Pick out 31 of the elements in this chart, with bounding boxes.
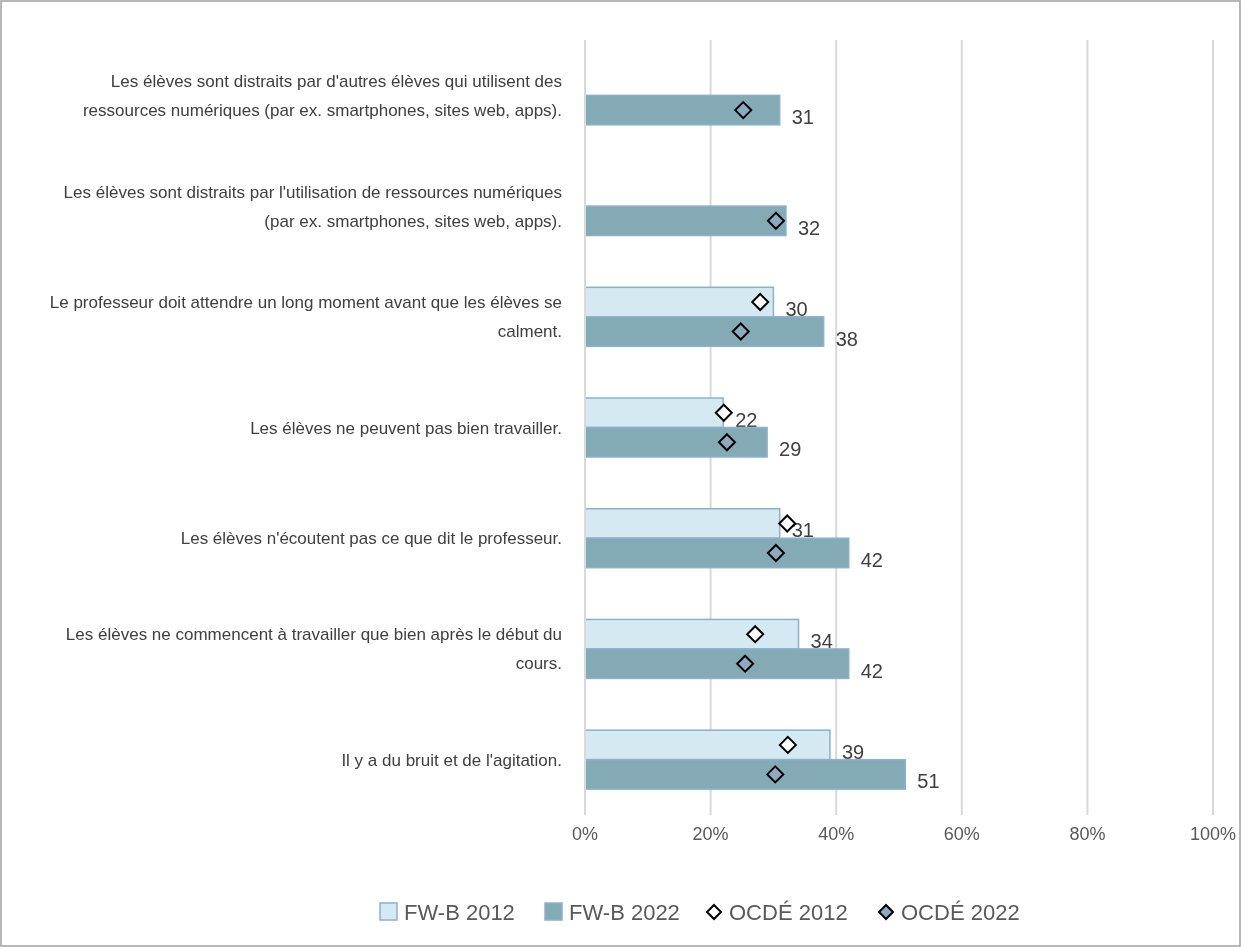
data-label: 29 (779, 438, 802, 461)
data-label: 31 (791, 106, 814, 129)
data-label: 32 (797, 216, 821, 239)
data-label: 31 (791, 519, 814, 542)
legend-label: FW-B 2012 (404, 900, 515, 925)
legend-label: FW-B 2022 (569, 900, 680, 925)
data-label: 38 (835, 327, 858, 350)
x-tick-label: 0% (571, 824, 599, 844)
x-tick-label: 20% (692, 824, 729, 844)
data-label: 42 (860, 659, 884, 682)
data-label: 30 (785, 298, 808, 321)
y-tick-label: Les élèves n'écoutent pas ce que dit le professeur. (180, 529, 562, 549)
x-tick-label: 80% (1069, 824, 1106, 844)
y-tick-label: Les élèves ne peuvent pas bien travailler. (250, 418, 562, 438)
legend-label: OCDÉ 2022 (901, 900, 1020, 925)
y-tick-label: Les élèves ne commencent à travailler que bien après le début du cours. (65, 625, 562, 674)
bar (584, 94, 781, 126)
data-label: 39 (841, 740, 865, 763)
data-label: 42 (860, 548, 884, 571)
legend-label: OCDÉ 2012 (729, 900, 848, 925)
bar (584, 205, 787, 237)
y-tick-label: Les élèves sont distraits par l'utilisation de ressources numériques (par ex. smartphones, sites web, apps). (63, 182, 562, 231)
x-tick-label: 60% (943, 824, 980, 844)
y-tick-label: Les élèves sont distraits par d'autres élèves qui utilisent des ressources numériques (par ex. smartphones, sites web, apps). (82, 71, 562, 120)
x-tick-label: 40% (818, 824, 855, 844)
y-tick-label: Le professeur doit attendre un long moment avant que les élèves se calment. (49, 293, 562, 342)
x-tick-label: 100% (1189, 824, 1237, 844)
data-label: 34 (810, 630, 833, 653)
data-label: 22 (735, 408, 758, 431)
data-label: 51 (917, 770, 940, 793)
y-tick-label: Il y a du bruit et de l'agitation. (341, 750, 562, 770)
